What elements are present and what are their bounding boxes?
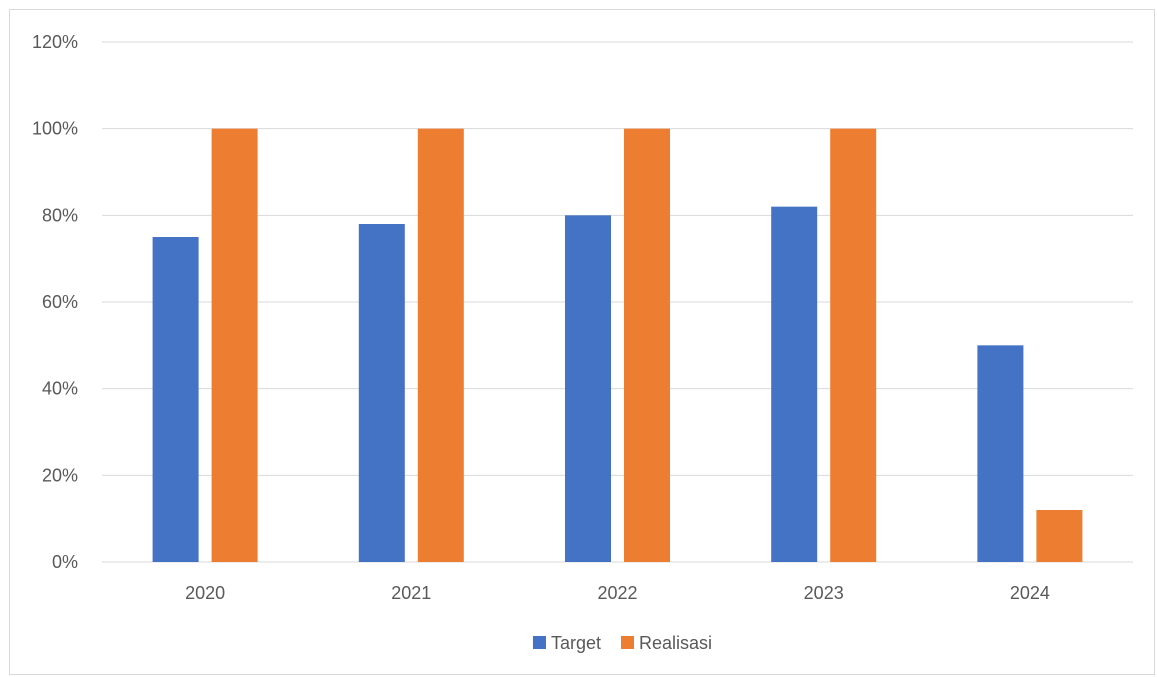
legend-swatch-realisasi [621,636,634,649]
bars [152,128,1083,563]
legend-swatch-target [532,636,546,649]
bar-realisasi-2020 [211,128,258,562]
bar-target-2021 [358,224,405,562]
bar-target-2020 [152,237,199,562]
legend-label-realisasi: Realisasi [639,633,712,653]
bar-target-2023 [771,206,818,562]
bar-realisasi-2021 [417,128,464,562]
y-axis-tick-labels: 0% 20% 40% 60% 80% 100% 120% [32,32,78,572]
x-tick-label-2021: 2021 [391,583,431,603]
x-axis-tick-labels: 2020 2021 2022 2023 2024 [185,583,1050,603]
bar-realisasi-2023 [830,128,877,562]
bar-realisasi-2024 [1036,510,1083,562]
x-tick-label-2020: 2020 [185,583,225,603]
gridlines [102,41,1133,563]
bar-target-2024 [977,345,1024,562]
y-tick-label-100: 100% [32,119,78,139]
x-tick-label-2022: 2022 [597,583,637,603]
y-tick-label-60: 60% [42,292,78,312]
bar-target-2022 [565,215,611,563]
y-tick-label-40: 40% [42,379,78,399]
y-tick-label-20: 20% [42,465,78,485]
legend: Target Realisasi [532,633,712,653]
y-tick-label-0: 0% [52,552,78,572]
x-tick-label-2023: 2023 [804,583,844,603]
y-tick-label-120: 120% [32,32,78,52]
bar-realisasi-2022 [624,128,670,562]
legend-label-target: Target [551,633,601,653]
x-tick-label-2024: 2024 [1010,583,1050,603]
y-tick-label-80: 80% [42,205,78,225]
